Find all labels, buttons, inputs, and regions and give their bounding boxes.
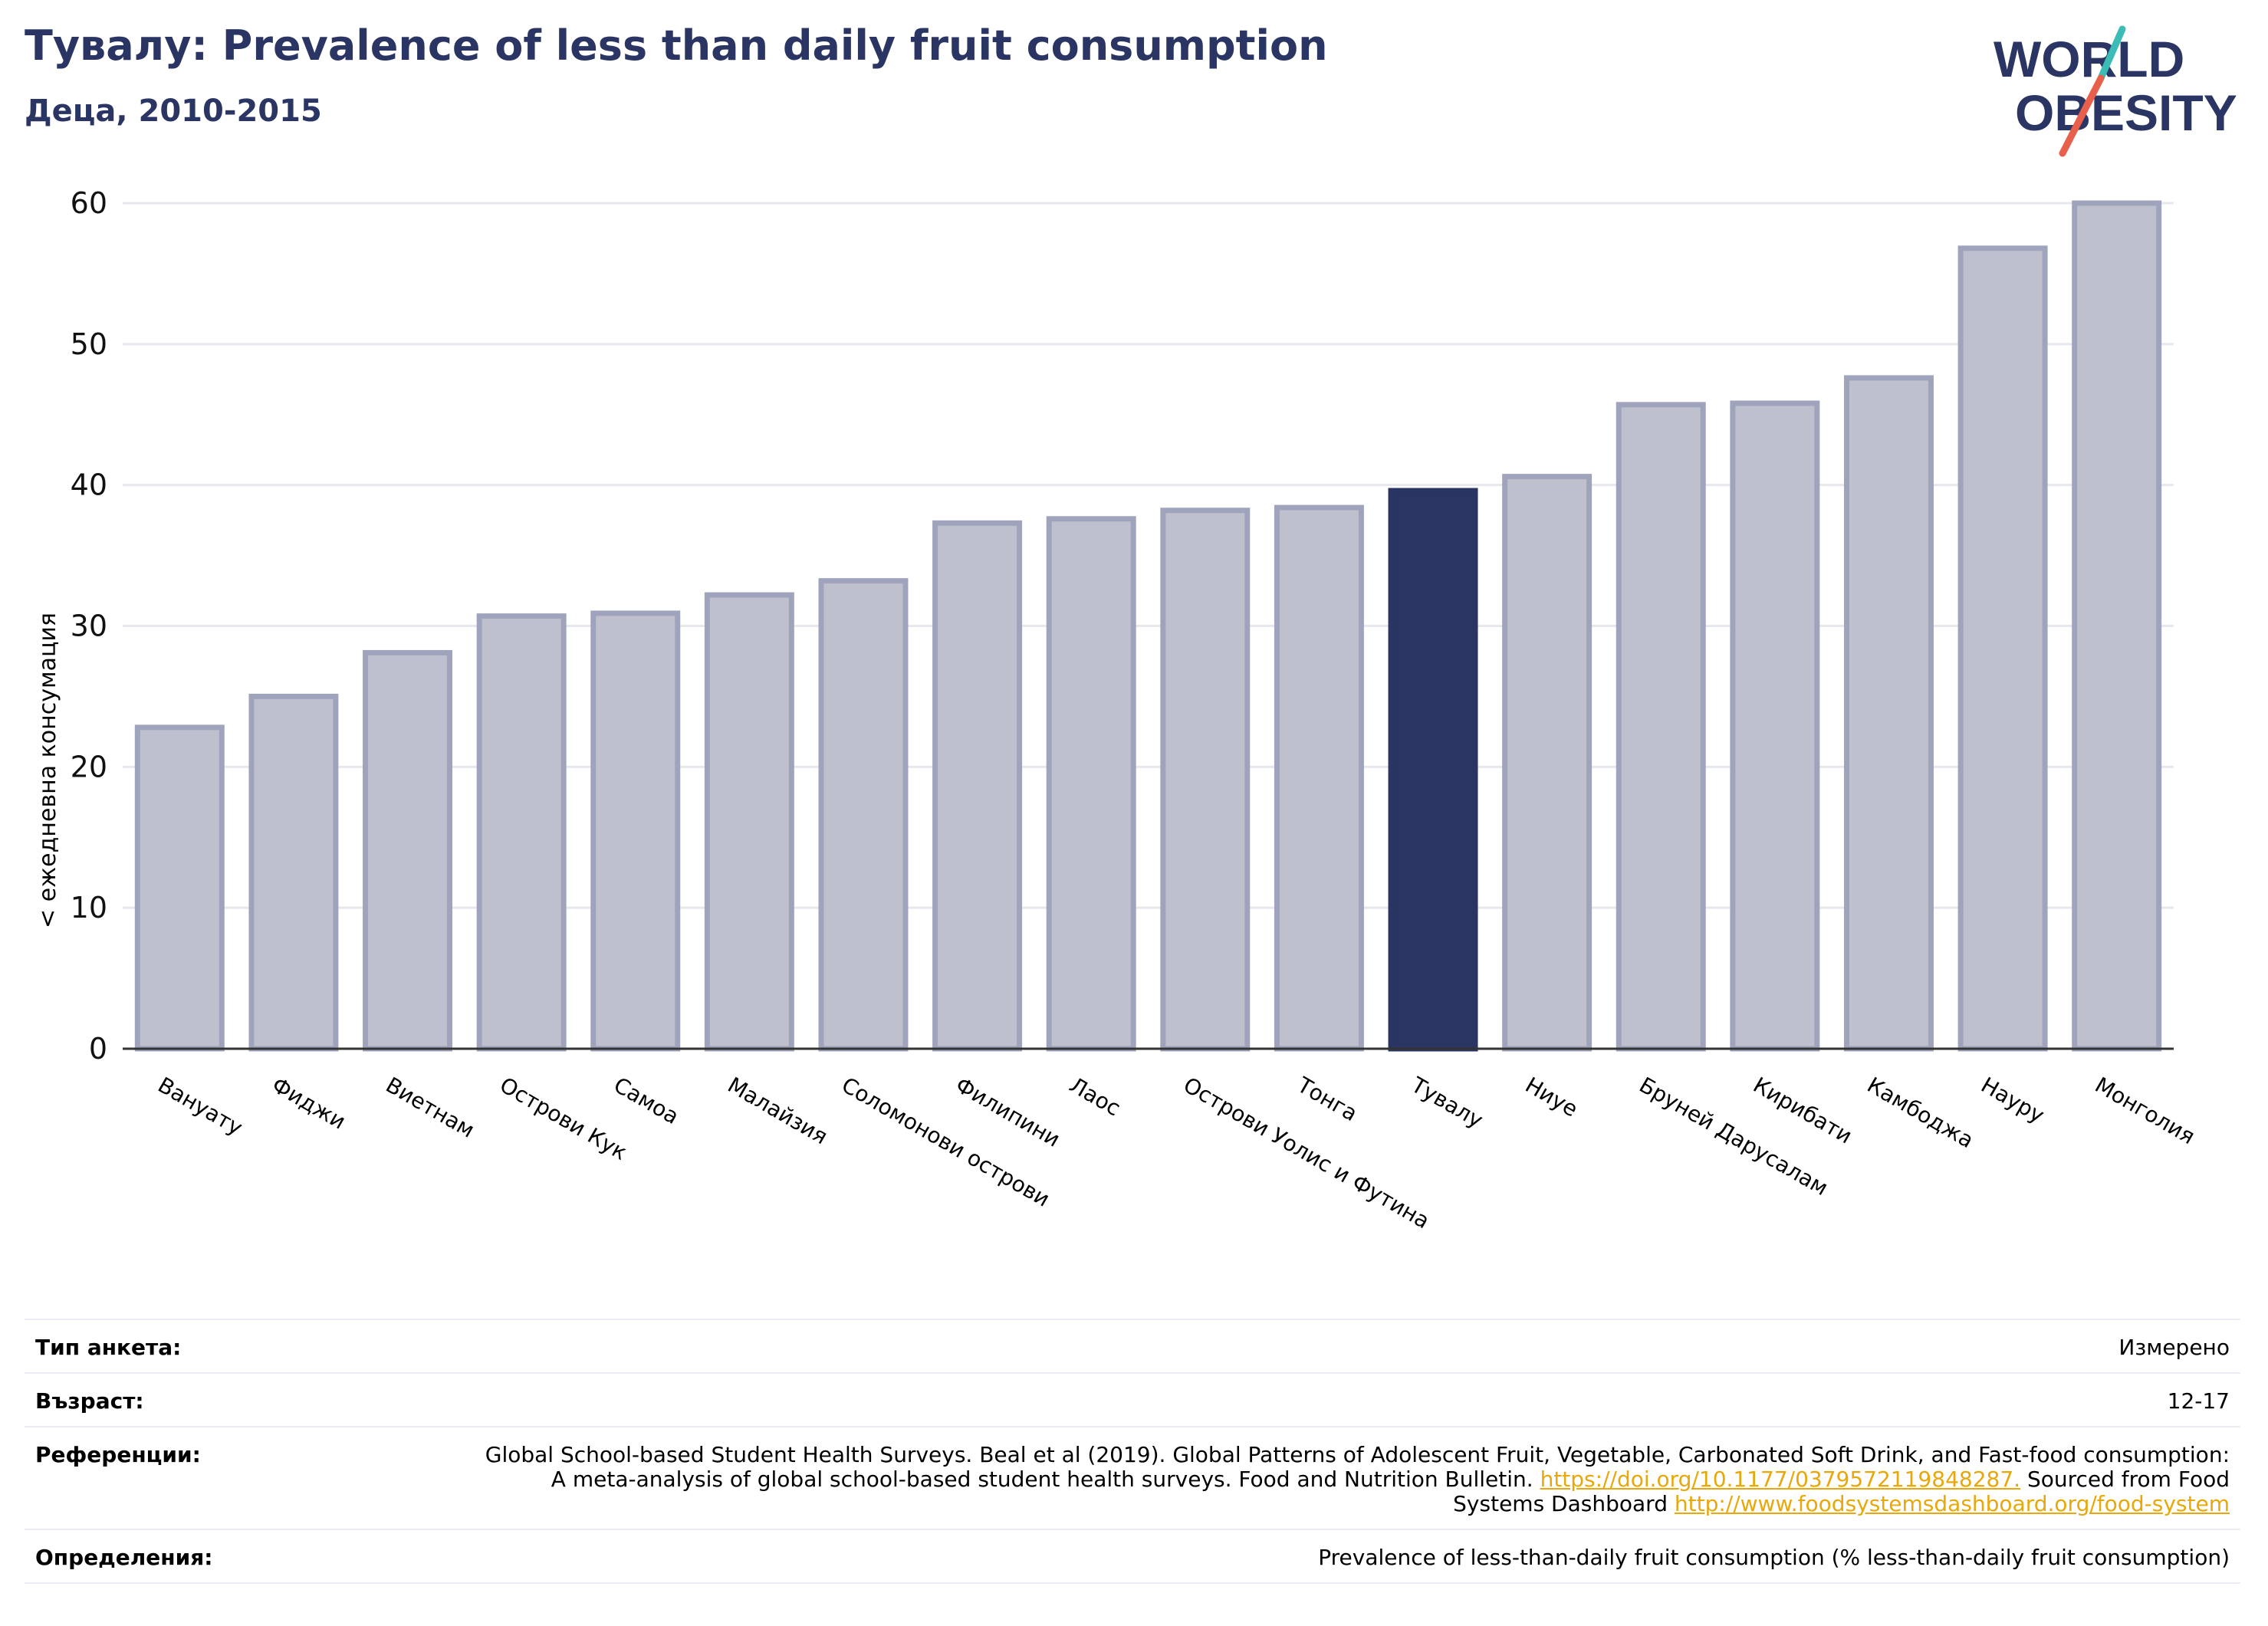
age-value: 12-17 <box>2167 1388 2230 1414</box>
x-tick-label: Острови Кук <box>495 1072 631 1164</box>
x-tick-label: Тувалу <box>1406 1072 1487 1133</box>
y-tick-label: 40 <box>71 468 107 502</box>
x-tick-label: Камбоджа <box>1863 1072 1978 1153</box>
logo-line2: OBESITY <box>2015 84 2237 141</box>
logo-slash-teal <box>2097 25 2126 82</box>
bars <box>134 200 2162 1052</box>
bar <box>1274 504 1364 1052</box>
bar <box>248 693 339 1052</box>
references-text: Global School-based Student Health Surve… <box>485 1442 2230 1492</box>
x-tick-label: Фиджи <box>268 1072 350 1134</box>
x-tick-label: Малайзия <box>723 1072 832 1149</box>
survey-type-label: Тип анкета: <box>35 1335 182 1360</box>
x-tick-label: Виетнам <box>382 1072 479 1142</box>
logo-slash-red <box>2059 74 2105 157</box>
logo-line1: WORLD <box>1994 31 2184 87</box>
bar <box>1046 516 1136 1052</box>
bar <box>476 613 567 1052</box>
bar-chart: 0 10 20 30 40 50 60 Вануату Фиджи Виетнам Острови… <box>35 186 2200 1233</box>
bar <box>1160 508 1251 1052</box>
bar <box>704 592 794 1052</box>
sourced-text: Sourced from Food Systems Dashboard <box>1453 1467 2230 1516</box>
x-tick-label: Самоа <box>610 1072 683 1129</box>
y-tick-label: 60 <box>71 186 107 220</box>
y-tick-label: 50 <box>71 327 107 361</box>
x-tick-label: Соломонови острови <box>837 1072 1054 1211</box>
x-tick-label: Тонга <box>1293 1072 1362 1126</box>
references-value: Global School-based Student Health Surve… <box>466 1443 2230 1516</box>
bar <box>1616 402 1706 1052</box>
doi-link[interactable]: https://doi.org/10.1177/0379572119848287… <box>1540 1467 2021 1492</box>
x-tick-label: Монголия <box>2091 1072 2200 1149</box>
x-tick-label: Вануату <box>153 1072 247 1140</box>
bar <box>1502 474 1593 1052</box>
row-survey-type: Тип анкета: Измерено <box>25 1319 2240 1372</box>
x-tick-label: Ниуе <box>1521 1072 1583 1122</box>
world-obesity-logo: WORLD OBESITY <box>1994 25 2237 157</box>
bar <box>818 578 909 1052</box>
y-axis-label: < ежедневна консумация <box>35 613 61 928</box>
x-tick-label: Науру <box>1977 1072 2049 1128</box>
y-tick-label: 20 <box>71 750 107 783</box>
info-table: Тип анкета: Измерено Възраст: 12-17 Рефе… <box>25 1319 2240 1584</box>
definitions-label: Определения: <box>35 1545 213 1570</box>
bar <box>363 649 453 1052</box>
survey-type-value: Измерено <box>2118 1335 2230 1360</box>
x-tick-label: Бруней Даруcалам <box>1635 1072 1832 1201</box>
dashboard-link[interactable]: http://www.foodsystemsdashboard.org/food… <box>1674 1491 2230 1516</box>
bar-highlighted <box>1388 488 1478 1052</box>
gridlines <box>123 202 2174 909</box>
age-label: Възраст: <box>35 1388 144 1414</box>
row-age: Възраст: 12-17 <box>25 1372 2240 1426</box>
x-tick-label: Кирибати <box>1749 1072 1856 1148</box>
chart-title: Тувалу: Prevalence of less than daily fr… <box>25 21 1328 70</box>
y-axis: 0 10 20 30 40 50 60 <box>71 186 107 1066</box>
bar <box>1957 245 2048 1052</box>
bar <box>590 610 681 1052</box>
bar <box>134 724 225 1052</box>
bar <box>1730 400 1820 1052</box>
row-definitions: Определения: Prevalence of less-than-dai… <box>25 1529 2240 1584</box>
references-label: Референции: <box>35 1442 201 1467</box>
row-references: Референции: Global School-based Student … <box>25 1426 2240 1529</box>
definitions-value: Prevalence of less-than-daily fruit cons… <box>1318 1545 2230 1570</box>
x-tick-label: Лаос <box>1065 1072 1125 1121</box>
bar <box>1843 375 1934 1052</box>
bar <box>932 520 1023 1052</box>
y-tick-label: 30 <box>71 609 107 643</box>
y-tick-label: 0 <box>89 1032 107 1066</box>
bar <box>2072 200 2162 1052</box>
chart-subtitle: Деца, 2010-2015 <box>25 94 322 129</box>
y-tick-label: 10 <box>71 891 107 925</box>
